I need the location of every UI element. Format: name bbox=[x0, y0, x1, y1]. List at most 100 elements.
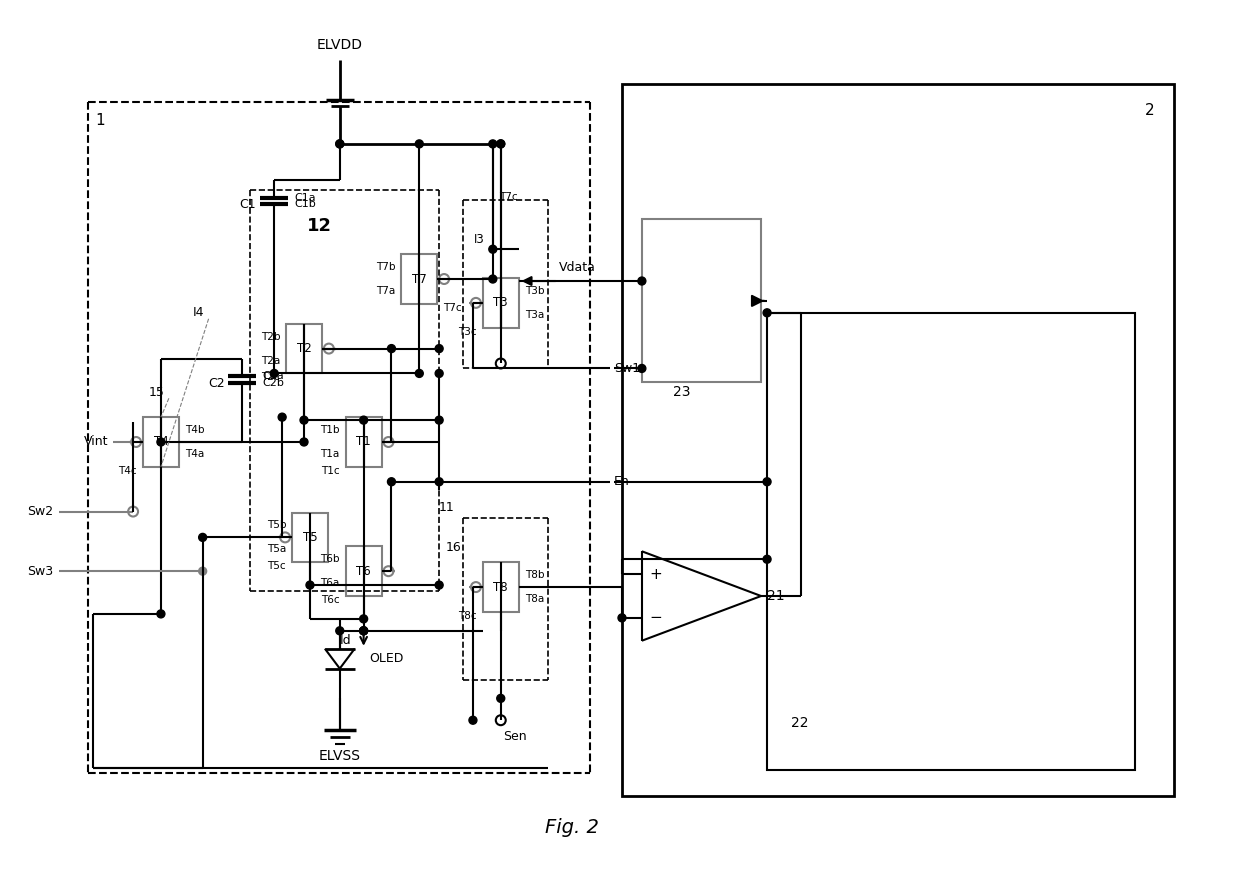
Circle shape bbox=[637, 277, 646, 285]
Text: T5b: T5b bbox=[267, 521, 286, 530]
Text: T8a: T8a bbox=[525, 594, 544, 604]
Text: Sen: Sen bbox=[502, 729, 526, 743]
Circle shape bbox=[489, 140, 497, 148]
Circle shape bbox=[763, 478, 771, 485]
Circle shape bbox=[435, 478, 443, 485]
Circle shape bbox=[270, 369, 278, 377]
Text: 1: 1 bbox=[95, 113, 105, 128]
Text: OLED: OLED bbox=[370, 652, 404, 665]
Text: Sw1: Sw1 bbox=[614, 362, 640, 375]
Text: +: + bbox=[650, 566, 662, 581]
Text: 12: 12 bbox=[308, 218, 332, 235]
Text: 2: 2 bbox=[1145, 102, 1154, 117]
Text: Id: Id bbox=[340, 634, 352, 648]
Circle shape bbox=[489, 275, 497, 283]
Circle shape bbox=[435, 369, 443, 377]
Text: T7: T7 bbox=[412, 272, 427, 285]
Bar bbox=[642, 219, 761, 382]
Text: T6c: T6c bbox=[321, 595, 340, 605]
Text: T7a: T7a bbox=[376, 286, 396, 296]
Text: T8c: T8c bbox=[459, 611, 477, 621]
Circle shape bbox=[300, 416, 308, 424]
Text: T6: T6 bbox=[356, 565, 371, 578]
Circle shape bbox=[306, 581, 314, 589]
Circle shape bbox=[496, 715, 506, 725]
Text: T2b: T2b bbox=[260, 331, 280, 342]
Text: 15: 15 bbox=[149, 386, 165, 399]
Text: T4b: T4b bbox=[185, 425, 205, 435]
Bar bbox=[143, 417, 179, 467]
Text: Sw3: Sw3 bbox=[27, 565, 53, 578]
Text: T1c: T1c bbox=[321, 466, 340, 476]
Text: T8: T8 bbox=[494, 581, 508, 594]
Text: T5a: T5a bbox=[267, 544, 286, 554]
Circle shape bbox=[360, 416, 367, 424]
Circle shape bbox=[324, 344, 334, 353]
Text: T6b: T6b bbox=[320, 554, 340, 564]
Text: T7b: T7b bbox=[376, 263, 396, 272]
Text: T5c: T5c bbox=[268, 561, 286, 571]
Circle shape bbox=[198, 567, 207, 575]
Circle shape bbox=[383, 437, 393, 447]
Circle shape bbox=[471, 582, 481, 592]
Text: T7c: T7c bbox=[498, 191, 517, 202]
Circle shape bbox=[496, 359, 506, 368]
Bar bbox=[402, 255, 438, 304]
Circle shape bbox=[435, 344, 443, 352]
Bar bbox=[346, 417, 382, 467]
Text: 23: 23 bbox=[673, 385, 691, 399]
Text: −: − bbox=[650, 611, 662, 626]
Circle shape bbox=[497, 140, 505, 148]
Text: 11: 11 bbox=[438, 501, 454, 515]
Bar bbox=[482, 562, 518, 612]
Circle shape bbox=[360, 626, 367, 635]
Circle shape bbox=[300, 438, 308, 446]
Text: T1a: T1a bbox=[320, 449, 340, 459]
Circle shape bbox=[415, 369, 423, 377]
Text: Fig. 2: Fig. 2 bbox=[546, 818, 599, 837]
Circle shape bbox=[280, 532, 290, 543]
Text: C2a: C2a bbox=[263, 372, 284, 381]
Text: T4a: T4a bbox=[185, 449, 205, 459]
Text: T5: T5 bbox=[303, 531, 317, 544]
Text: T3b: T3b bbox=[525, 286, 544, 296]
Text: T8b: T8b bbox=[525, 570, 544, 581]
Circle shape bbox=[387, 478, 396, 485]
Text: Sw2: Sw2 bbox=[27, 505, 53, 518]
Circle shape bbox=[131, 437, 141, 447]
Circle shape bbox=[128, 507, 138, 516]
Circle shape bbox=[497, 140, 505, 148]
Circle shape bbox=[439, 274, 449, 284]
Text: ELVDD: ELVDD bbox=[316, 38, 363, 51]
Text: C2: C2 bbox=[208, 377, 224, 390]
Circle shape bbox=[336, 626, 343, 635]
Text: T2: T2 bbox=[296, 342, 311, 355]
Circle shape bbox=[387, 344, 396, 352]
Circle shape bbox=[489, 245, 497, 253]
Bar bbox=[482, 278, 518, 328]
Text: Vint: Vint bbox=[84, 435, 108, 448]
Text: T3: T3 bbox=[494, 296, 508, 309]
Circle shape bbox=[336, 140, 343, 148]
Text: T2a: T2a bbox=[260, 356, 280, 366]
Text: C2b: C2b bbox=[263, 378, 284, 389]
Text: 21: 21 bbox=[768, 589, 785, 603]
Text: T1: T1 bbox=[356, 435, 371, 448]
Bar bbox=[768, 313, 1135, 770]
Text: C1: C1 bbox=[239, 198, 257, 211]
Text: T3c: T3c bbox=[459, 327, 477, 337]
Text: T6a: T6a bbox=[320, 578, 340, 589]
Text: T7c: T7c bbox=[443, 303, 461, 313]
Circle shape bbox=[360, 615, 367, 623]
Text: C1a: C1a bbox=[294, 193, 316, 203]
Circle shape bbox=[415, 140, 423, 148]
Circle shape bbox=[618, 614, 626, 622]
Bar bbox=[293, 513, 327, 562]
Circle shape bbox=[637, 365, 646, 373]
Circle shape bbox=[763, 309, 771, 317]
Text: T4: T4 bbox=[154, 435, 169, 448]
Bar bbox=[286, 323, 322, 374]
Circle shape bbox=[157, 610, 165, 618]
Text: En: En bbox=[614, 475, 630, 488]
Text: T3a: T3a bbox=[525, 310, 544, 320]
